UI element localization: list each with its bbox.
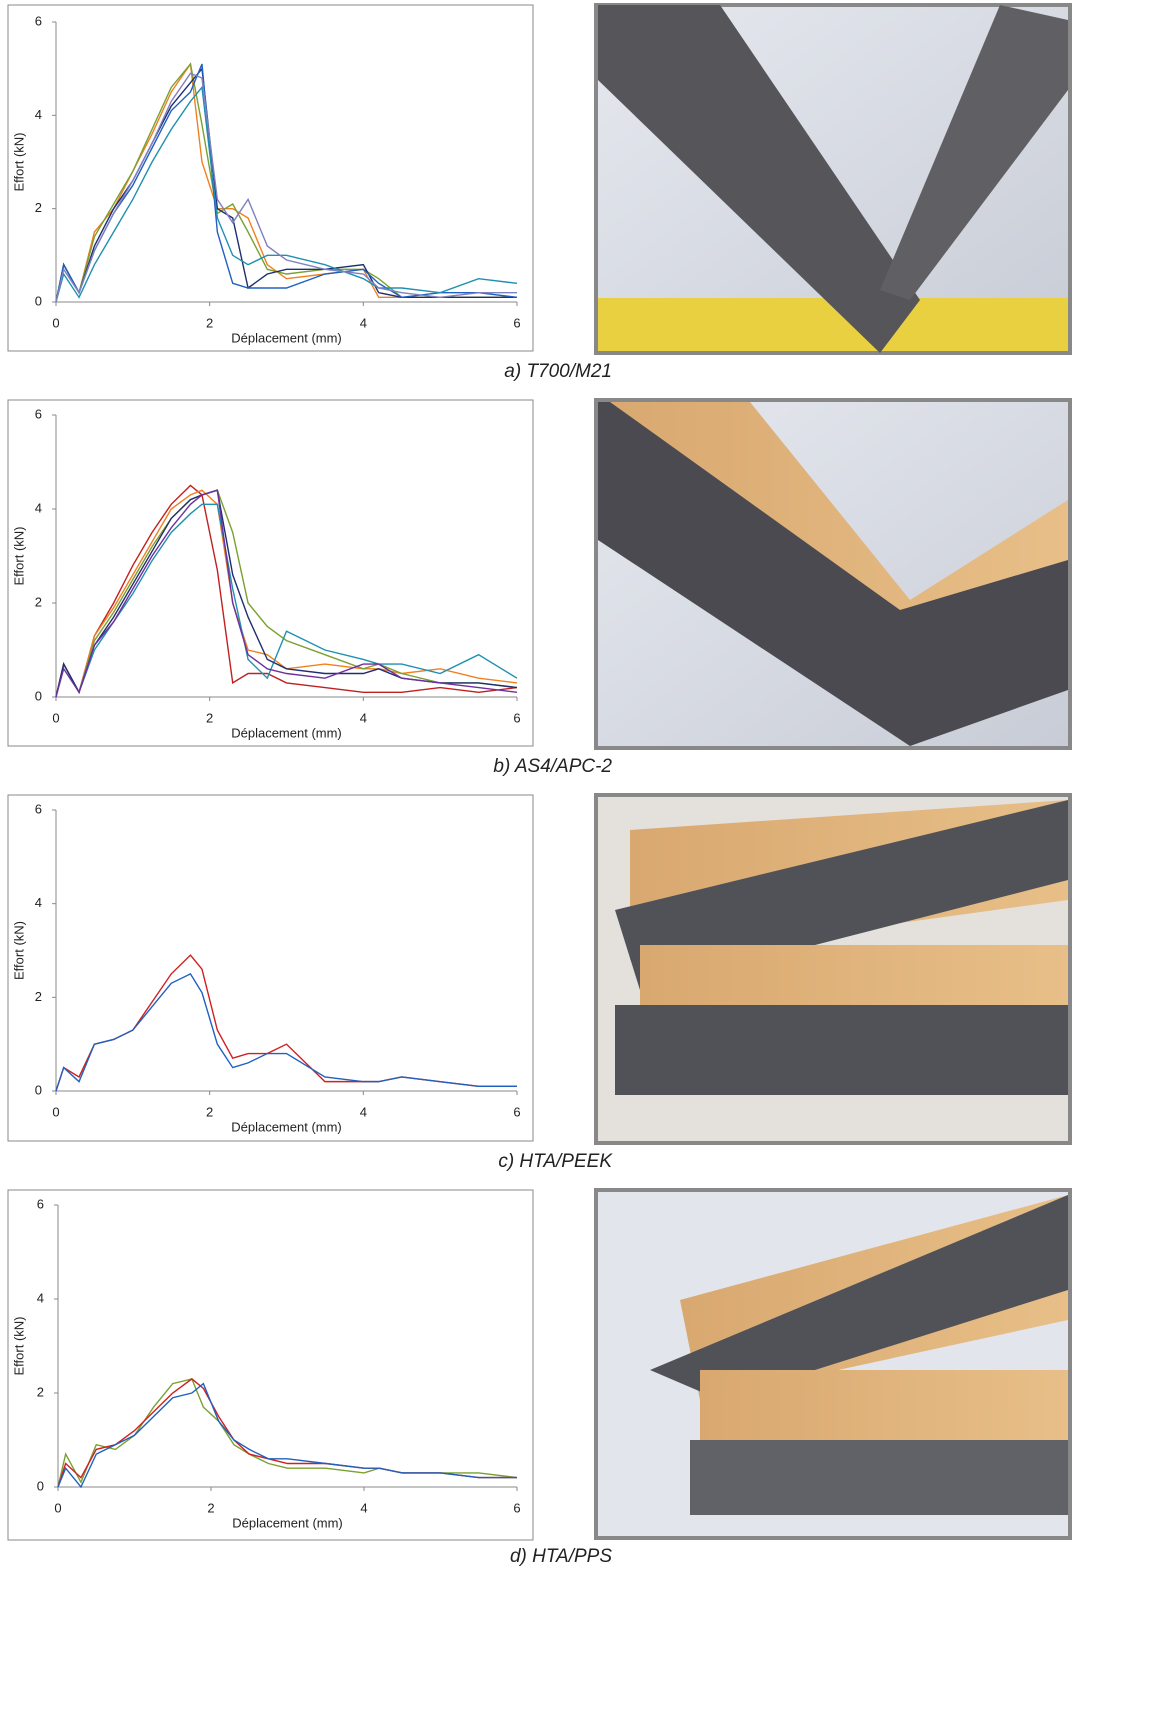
x-tick-label: 2 — [206, 710, 213, 725]
y-tick-label: 2 — [37, 1384, 44, 1399]
caption: a) T700/M21 — [504, 361, 612, 382]
series-line — [55, 973, 517, 1092]
chart-frame — [7, 794, 534, 1142]
y-tick-label: 0 — [35, 688, 42, 703]
x-tick-label: 2 — [207, 1500, 214, 1515]
y-axis-label: Effort (kN) — [11, 921, 26, 980]
x-tick-label: 0 — [52, 1104, 59, 1119]
photo-b — [594, 398, 1072, 750]
series-line — [55, 489, 518, 698]
series-line — [55, 72, 517, 303]
y-tick-label: 2 — [35, 200, 42, 215]
series-line — [55, 489, 518, 698]
x-tick-label: 4 — [360, 315, 367, 330]
x-axis-label: Déplacement (mm) — [231, 725, 342, 740]
chart-frame — [7, 1189, 534, 1541]
y-tick-label: 4 — [37, 1290, 44, 1305]
series-line — [55, 484, 518, 698]
x-tick-label: 0 — [52, 710, 59, 725]
y-tick-label: 4 — [35, 107, 42, 122]
x-tick-label: 6 — [513, 1500, 520, 1515]
x-tick-label: 4 — [360, 1104, 367, 1119]
caption: c) HTA/PEEK — [498, 1151, 613, 1172]
y-axis-label: Effort (kN) — [11, 527, 26, 586]
series-line — [55, 85, 518, 303]
y-tick-label: 6 — [35, 13, 42, 28]
chart-frame — [7, 399, 534, 747]
photo-a — [594, 3, 1072, 355]
y-tick-label: 6 — [35, 406, 42, 421]
x-tick-label: 2 — [206, 1104, 213, 1119]
series-line — [57, 1382, 517, 1489]
x-tick-label: 6 — [513, 710, 520, 725]
y-tick-label: 2 — [35, 594, 42, 609]
x-axis-label: Déplacement (mm) — [231, 330, 342, 345]
x-tick-label: 2 — [206, 315, 213, 330]
y-axis-label: Effort (kN) — [11, 1317, 26, 1376]
photo-c — [594, 793, 1072, 1145]
y-tick-label: 0 — [35, 293, 42, 308]
x-axis-label: Déplacement (mm) — [231, 1119, 342, 1134]
y-tick-label: 6 — [35, 801, 42, 816]
caption: d) HTA/PPS — [510, 1546, 612, 1567]
x-tick-label: 0 — [54, 1500, 61, 1515]
series-line — [55, 489, 518, 698]
y-tick-label: 4 — [35, 895, 42, 910]
x-tick-label: 4 — [360, 710, 367, 725]
y-tick-label: 0 — [37, 1478, 44, 1493]
series-line — [55, 66, 517, 303]
x-tick-label: 6 — [513, 315, 520, 330]
x-tick-label: 6 — [513, 1104, 520, 1119]
photo-d — [594, 1188, 1072, 1540]
caption: b) AS4/APC-2 — [493, 756, 612, 777]
y-tick-label: 4 — [35, 500, 42, 515]
y-tick-label: 0 — [35, 1082, 42, 1097]
x-tick-label: 0 — [52, 315, 59, 330]
x-axis-label: Déplacement (mm) — [232, 1515, 343, 1530]
x-tick-label: 4 — [360, 1500, 367, 1515]
y-tick-label: 6 — [37, 1196, 44, 1211]
chart-frame — [7, 4, 534, 352]
y-tick-label: 2 — [35, 989, 42, 1004]
y-axis-label: Effort (kN) — [11, 133, 26, 192]
